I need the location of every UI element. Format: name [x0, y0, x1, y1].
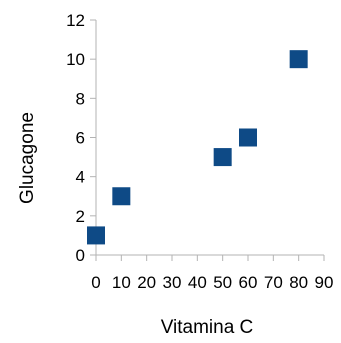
axes — [90, 19, 325, 261]
x-tick-label: 70 — [264, 273, 283, 292]
x-tick-label: 80 — [289, 273, 308, 292]
data-point — [239, 128, 257, 147]
x-tick-label: 10 — [112, 273, 131, 292]
x-tick-label: 90 — [315, 273, 334, 292]
data-points — [87, 50, 308, 245]
y-tick-label: 10 — [66, 50, 85, 69]
x-tick-label: 40 — [188, 273, 207, 292]
data-point — [213, 148, 232, 167]
data-point — [112, 187, 131, 206]
x-tick-label: 50 — [213, 273, 232, 292]
y-axis-title: Glucagone — [17, 112, 38, 204]
y-tick-label: 12 — [66, 11, 85, 30]
tick-labels: 0 2 4 6 8 10 12 0 10 20 30 40 50 60 70 80 90 — [66, 11, 333, 292]
x-tick-label: 60 — [239, 273, 258, 292]
x-tick-label: 30 — [163, 273, 182, 292]
x-tick-label: 20 — [137, 273, 156, 292]
y-tick-label: 6 — [76, 129, 85, 148]
x-tick-label: 0 — [91, 273, 100, 292]
y-tick-label: 8 — [76, 89, 85, 108]
data-point — [289, 50, 308, 69]
data-point — [87, 226, 105, 245]
y-tick-label: 0 — [76, 246, 85, 265]
x-axis-title: Vitamina C — [161, 317, 254, 338]
y-tick-label: 2 — [76, 207, 85, 226]
y-tick-label: 4 — [76, 168, 85, 187]
